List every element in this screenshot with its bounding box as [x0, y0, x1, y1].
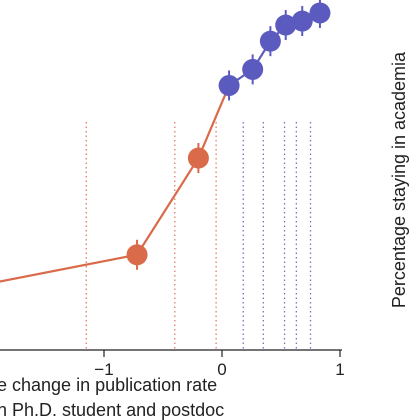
data-point-marker — [259, 30, 281, 52]
data-point-marker — [309, 2, 331, 24]
x-tick-label: −1 — [94, 360, 113, 379]
data-point — [259, 26, 281, 57]
data-point-marker — [291, 10, 313, 32]
data-point-marker — [275, 14, 297, 36]
data-point — [242, 54, 264, 85]
series-lines — [0, 11, 321, 283]
x-axis-label-line-2: n Ph.D. student and postdoc — [0, 400, 224, 420]
data-point — [187, 143, 209, 174]
data-point-marker — [218, 75, 240, 97]
data-point — [275, 10, 297, 41]
y-axis-label: Percentage staying in academia — [389, 51, 409, 308]
data-point — [126, 239, 148, 270]
data-point-marker — [242, 58, 264, 80]
x-ticks: −1 0 1 — [94, 350, 345, 379]
x-axis-label-line-1: e change in publication rate — [0, 375, 217, 395]
data-point-marker — [126, 244, 148, 266]
grid-lines — [85, 122, 312, 350]
markers — [126, 0, 331, 270]
x-tick-label: 0 — [217, 360, 226, 379]
data-point — [218, 70, 240, 101]
series-line-1 — [0, 85, 231, 283]
data-point — [291, 6, 313, 37]
data-point-marker — [187, 147, 209, 169]
x-tick-label: 1 — [335, 360, 344, 379]
data-point — [309, 0, 331, 28]
